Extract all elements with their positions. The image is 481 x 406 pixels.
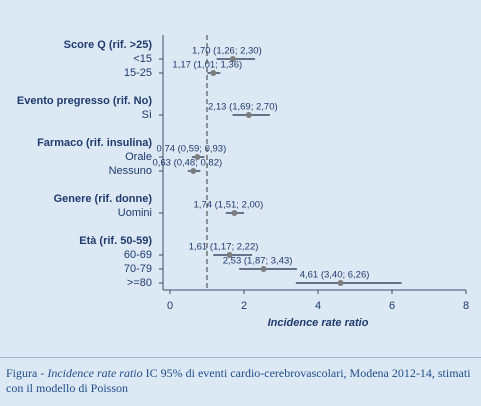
point xyxy=(229,56,236,62)
x-tick-label: 0 xyxy=(167,300,173,312)
value-label: 2,53 (1,87; 3,43) xyxy=(223,256,293,267)
group-label: Farmaco (rif. insulina) xyxy=(37,137,152,149)
x-axis-label: Incidence rate ratio xyxy=(268,317,369,329)
group-label: Genere (rif. donne) xyxy=(54,193,153,205)
point xyxy=(245,112,252,118)
point xyxy=(337,280,344,286)
row-label: Orale xyxy=(125,151,152,163)
value-label: 0,63 (0,48; 0,82) xyxy=(152,158,222,169)
point xyxy=(194,154,201,160)
point xyxy=(226,252,233,258)
point xyxy=(190,168,197,174)
row-label: Nessuno xyxy=(109,165,152,177)
chart: 0 2 4 6 8 Incidence rate ratio Score Q (rif. >… xyxy=(17,35,469,329)
caption-prefix: Figura - xyxy=(6,366,48,380)
x-tick-label: 2 xyxy=(241,300,247,312)
group-label: Età (rif. 50-59) xyxy=(79,235,152,247)
caption-italic: Incidence rate ratio xyxy=(47,366,143,380)
separator xyxy=(0,357,481,358)
group-label: Evento pregresso (rif. No) xyxy=(17,95,152,107)
value-label: 1,61 (1,17; 2,22) xyxy=(189,242,259,253)
row-label: 60-69 xyxy=(124,249,152,261)
x-tick-label: 6 xyxy=(389,300,395,312)
row-label: >=80 xyxy=(127,277,152,289)
point xyxy=(260,266,267,272)
point xyxy=(231,210,238,216)
point xyxy=(210,70,217,76)
value-label: 1,70 (1,26; 2,30) xyxy=(192,46,262,57)
row-label: Uomini xyxy=(118,207,152,219)
row-label: <15 xyxy=(133,53,152,65)
value-label: 1,17 (1,01; 1,36) xyxy=(172,60,242,71)
caption-rest: IC 95% di eventi cardio-cerebrovascolari… xyxy=(6,366,471,395)
group-label: Score Q (rif. >25) xyxy=(64,39,153,51)
row-label: 70-79 xyxy=(124,263,152,275)
value-label: 2,13 (1,69; 2,70) xyxy=(208,102,278,113)
x-tick-label: 4 xyxy=(315,300,321,312)
caption: Figura - Incidence rate ratio IC 95% di … xyxy=(6,366,476,396)
x-tick-label: 8 xyxy=(463,300,469,312)
value-label: 4,61 (3,40; 6,26) xyxy=(300,270,370,281)
row-label: Sì xyxy=(142,109,152,121)
value-label: 1,74 (1,51; 2,00) xyxy=(194,200,264,211)
row-label: 15-25 xyxy=(124,67,152,79)
value-label: 0,74 (0,59; 0,93) xyxy=(157,144,227,155)
